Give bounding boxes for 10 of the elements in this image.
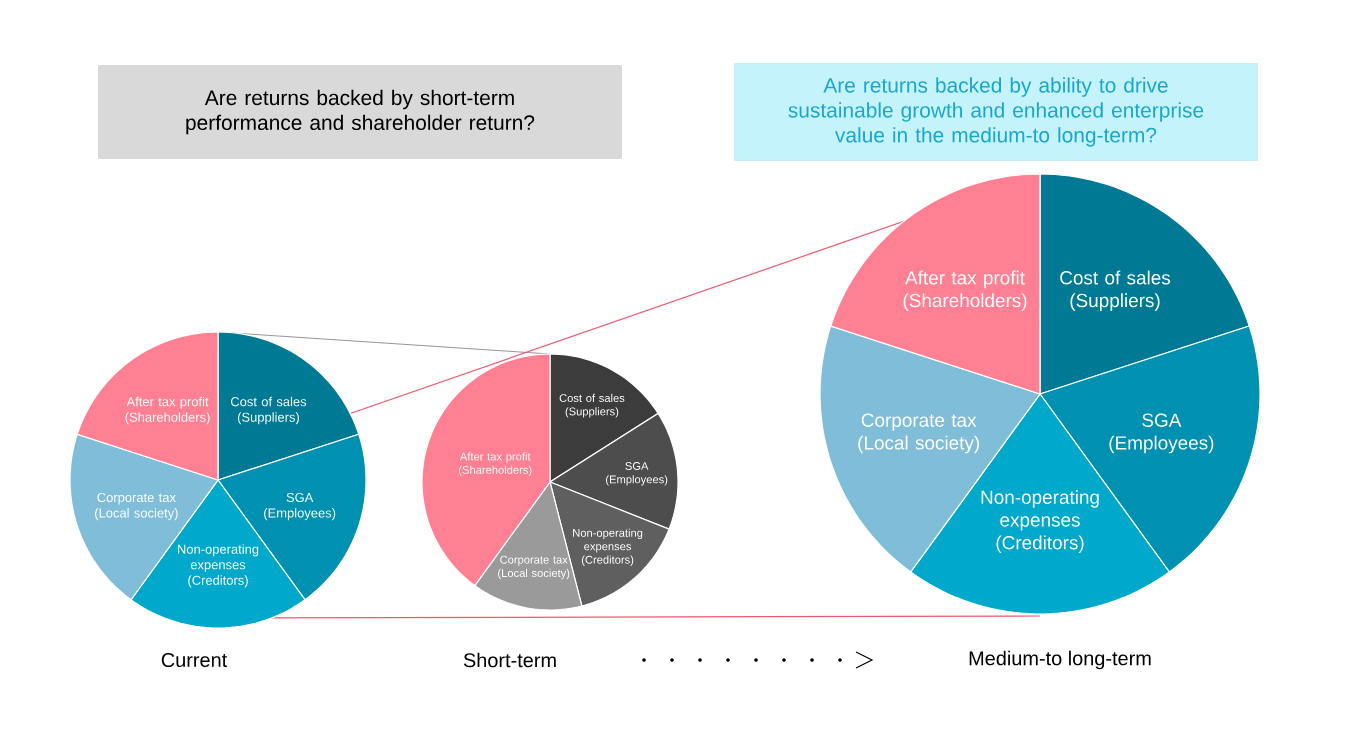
slice-label: After tax profit (Shareholders) <box>903 270 1027 311</box>
text: Medium-to long-term <box>969 650 1151 670</box>
text: Short-term <box>463 652 556 668</box>
text: Current <box>161 652 228 668</box>
slice-label: SGA (Employees) <box>1109 413 1214 454</box>
slice-label: Cost of sales (Suppliers) <box>1060 270 1171 311</box>
chart-title: Are returns backed by ability to drive sustainable growth and enhanced enterprise value in the medium-to long-term? <box>788 77 1204 147</box>
chart-title: Are returns backed by short-term performance and shareholder return? <box>186 89 535 135</box>
slice-label: Non-operating expenses (Creditors) <box>981 490 1099 554</box>
slice-label: Corporate tax (Local society) <box>858 413 980 454</box>
